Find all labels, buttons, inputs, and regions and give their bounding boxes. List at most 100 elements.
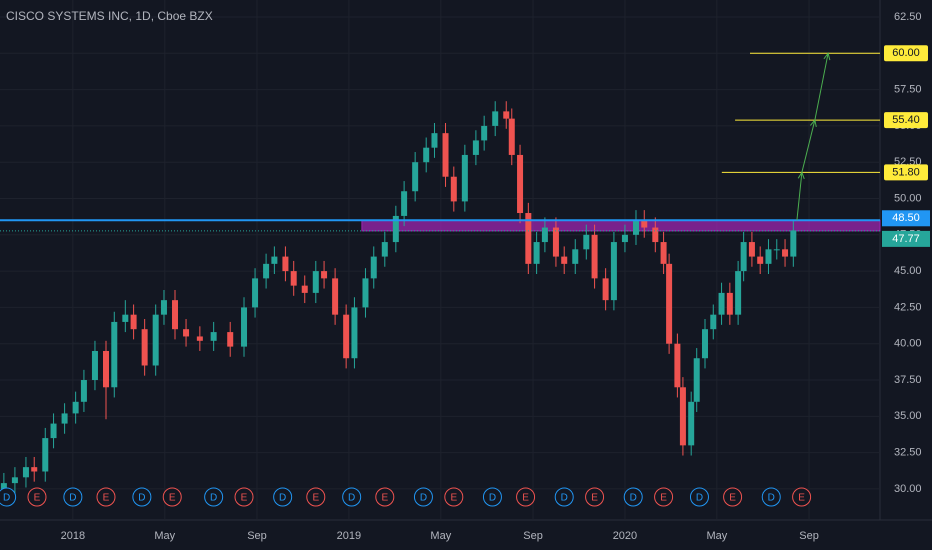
candle-body [701, 329, 708, 359]
candle-body [503, 111, 510, 119]
y-tick-label: 35.00 [894, 410, 922, 422]
event-label: D [3, 493, 10, 504]
candle-body [492, 111, 499, 126]
candle-body [450, 176, 457, 202]
candle-body [11, 477, 18, 484]
candle-body [22, 467, 29, 478]
event-marker [623, 487, 643, 507]
event-label: E [660, 493, 667, 504]
event-marker [761, 487, 781, 507]
candle-body [541, 227, 548, 243]
x-tick-label: May [706, 530, 727, 542]
y-tick-label: 30.00 [894, 483, 922, 495]
candle-body [271, 256, 278, 264]
candle-body [227, 332, 234, 347]
candle-body [343, 314, 350, 359]
event-label: D [420, 493, 427, 504]
candle-body [183, 329, 190, 337]
event-label: D [630, 493, 637, 504]
candle-body [693, 358, 700, 402]
event-label: E [729, 493, 736, 504]
candle-body [122, 314, 129, 322]
candle-body [591, 234, 598, 279]
candle-body [641, 220, 648, 228]
candle-body [392, 215, 399, 243]
event-label: E [169, 493, 176, 504]
candle-body [735, 271, 742, 315]
target-tag [884, 112, 928, 129]
candle-body [660, 242, 667, 264]
candle-body [442, 133, 449, 177]
candle-body [765, 249, 772, 264]
target-label: 55.40 [892, 114, 920, 126]
candle-body [252, 278, 259, 308]
candle-body [710, 314, 717, 330]
candle-body [321, 271, 328, 279]
event-marker [375, 487, 395, 507]
candle-body [517, 154, 524, 214]
price-tag [882, 210, 930, 227]
event-label: E [381, 493, 388, 504]
candle-body [196, 336, 203, 341]
x-tick-label: 2019 [337, 530, 361, 542]
candle-body [91, 350, 98, 381]
resistance-zone [361, 219, 881, 232]
event-marker [273, 487, 293, 507]
candle-body [561, 256, 568, 264]
event-marker [306, 487, 326, 507]
candle-body [141, 329, 148, 366]
candle-body [782, 249, 789, 257]
candle-body [370, 256, 377, 279]
candle-body [42, 438, 49, 472]
target-tag [884, 45, 928, 62]
y-tick-label: 57.50 [894, 84, 922, 96]
y-tick-label: 32.50 [894, 447, 922, 459]
y-tick-label: 50.00 [894, 192, 922, 204]
candle-body [332, 278, 339, 315]
x-tick-label: Sep [523, 530, 543, 542]
price-tag-label: 47.77 [892, 233, 920, 245]
y-tick-label: 42.50 [894, 301, 922, 313]
candle-body [610, 242, 617, 301]
x-tick-label: 2020 [613, 530, 637, 542]
event-label: D [489, 493, 496, 504]
arrow-segment [814, 53, 829, 121]
event-label: D [561, 493, 568, 504]
candle-body [533, 242, 540, 264]
x-tick-label: Sep [247, 530, 267, 542]
y-tick-label: 45.00 [894, 265, 922, 277]
target-label: 51.80 [892, 166, 920, 178]
arrow-segment [801, 119, 816, 173]
event-marker [204, 487, 224, 507]
candle-body [602, 278, 609, 301]
event-label: D [768, 493, 775, 504]
candle-body [552, 227, 559, 257]
event-marker [554, 487, 574, 507]
x-tick-label: 2018 [61, 530, 85, 542]
event-marker [444, 487, 464, 507]
event-marker [342, 487, 362, 507]
event-marker [413, 487, 433, 507]
event-label: E [591, 493, 598, 504]
event-label: D [138, 493, 145, 504]
event-marker [723, 487, 743, 507]
y-tick-label: 40.00 [894, 338, 922, 350]
candle-body [481, 125, 488, 141]
candle-body [790, 230, 797, 257]
event-label: E [312, 493, 319, 504]
candle-body [412, 162, 419, 192]
candle-body [362, 278, 369, 308]
candle-body [241, 307, 248, 347]
candle-body [472, 140, 479, 155]
event-marker [162, 487, 182, 507]
target-label: 60.00 [892, 47, 920, 59]
event-marker [27, 487, 47, 507]
y-tick-label: 37.50 [894, 374, 922, 386]
candle-body [621, 234, 628, 243]
candle-body [80, 380, 87, 402]
candle-body [572, 249, 579, 264]
event-marker [585, 487, 605, 507]
arrow-segment [796, 172, 803, 221]
event-marker [482, 487, 502, 507]
